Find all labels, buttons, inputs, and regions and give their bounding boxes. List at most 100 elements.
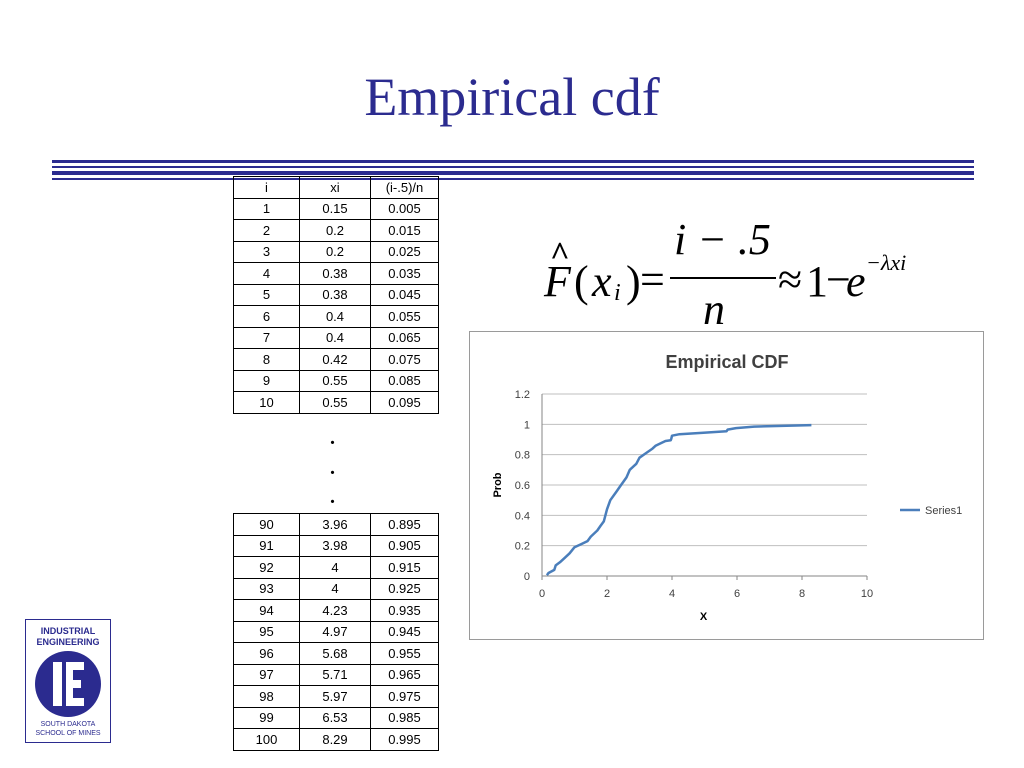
table-cell: 6 — [233, 305, 300, 328]
ellipsis-dot: . — [330, 457, 335, 479]
table-cell: 0.005 — [370, 197, 439, 220]
logo-line-4: SCHOOL OF MINES — [35, 730, 101, 737]
x-axis-label: X — [700, 611, 708, 623]
chart-canvas: Empirical CDF 0 0.2 0.4 0.6 0.8 1 1.2 0 2 4 6 8 10 X Pr… — [492, 352, 962, 623]
table-cell: 0.035 — [370, 262, 439, 285]
formula-open-paren: ( — [574, 257, 589, 306]
logo-line-1: INDUSTRIAL — [40, 626, 96, 636]
table-cell: xi — [299, 176, 371, 199]
table-row: 99 6.53 0.985 — [233, 706, 439, 729]
table-cell: 93 — [233, 577, 300, 600]
data-table-top: i xi (i-.5)/n 1 0.15 0.005 2 0.2 0.015 3 0.2 0.025 4… — [233, 176, 439, 414]
x-tick-label: 4 — [669, 588, 675, 600]
table-row: 92 4 0.915 — [233, 556, 439, 579]
table-cell: 95 — [233, 620, 300, 643]
table-cell: 0.915 — [370, 556, 439, 579]
ellipsis-dot: . — [330, 486, 335, 508]
table-cell: 0.965 — [370, 663, 439, 686]
table-cell: 0.015 — [370, 219, 439, 242]
table-row: 3 0.2 0.025 — [233, 240, 439, 263]
formula-equals: = — [640, 255, 665, 304]
x-tick-label: 10 — [861, 588, 873, 600]
chart-title: Empirical CDF — [665, 352, 788, 372]
y-tick-label: 1 — [524, 419, 530, 431]
y-tick-label: 0.4 — [515, 510, 530, 522]
ie-emblem-icon — [35, 651, 101, 717]
table-row: 97 5.71 0.965 — [233, 663, 439, 686]
formula-exponent: −λxi — [866, 250, 907, 275]
formula-close-paren: ) — [626, 257, 641, 306]
table-cell: 94 — [233, 599, 300, 622]
table-cell: 0.2 — [299, 240, 371, 263]
y-tick-label: 0 — [524, 571, 530, 583]
ecdf-chart: Empirical CDF 0 0.2 0.4 0.6 0.8 1 1.2 0 2 4 6 8 10 X Pr… — [469, 331, 984, 640]
y-axis-label: Prob — [492, 472, 504, 497]
x-tick-label: 2 — [604, 588, 610, 600]
table-cell: 90 — [233, 513, 300, 536]
table-cell: 0.045 — [370, 283, 439, 306]
table-row: 1 0.15 0.005 — [233, 197, 439, 220]
table-cell: 0.025 — [370, 240, 439, 263]
table-cell: 0.4 — [299, 305, 371, 328]
formula-fraction-bar — [670, 277, 776, 279]
logo-title: INDUSTRIAL ENGINEERING — [26, 626, 110, 648]
table-cell: 4 — [299, 577, 371, 600]
y-tick-label: 0.8 — [515, 450, 530, 462]
table-cell: 99 — [233, 706, 300, 729]
y-tick-label: 0.6 — [515, 480, 530, 492]
table-cell: 4 — [299, 556, 371, 579]
table-header-row: i xi (i-.5)/n — [233, 176, 439, 199]
title-divider-line — [52, 178, 974, 180]
table-row: 7 0.4 0.065 — [233, 326, 439, 349]
table-row: 8 0.42 0.075 — [233, 348, 439, 371]
x-tick-label: 0 — [539, 588, 545, 600]
formula-e: e — [846, 257, 866, 306]
table-cell: 97 — [233, 663, 300, 686]
title-divider-line — [52, 166, 974, 168]
table-cell: 0.38 — [299, 262, 371, 285]
table-row: 90 3.96 0.895 — [233, 513, 439, 536]
table-row: 2 0.2 0.015 — [233, 219, 439, 242]
table-cell: 96 — [233, 642, 300, 665]
table-cell: 0.955 — [370, 642, 439, 665]
table-cell: 3 — [233, 240, 300, 263]
slide-title: Empirical cdf — [364, 67, 660, 127]
table-cell: 0.2 — [299, 219, 371, 242]
table-cell: 0.945 — [370, 620, 439, 643]
table-cell: 92 — [233, 556, 300, 579]
table-cell: 10 — [233, 391, 300, 414]
table-row: 9 0.55 0.085 — [233, 369, 439, 392]
industrial-engineering-logo: INDUSTRIAL ENGINEERING SOUTH DAKOTA SCHO… — [25, 619, 111, 743]
table-cell: 6.53 — [299, 706, 371, 729]
table-cell: 1 — [233, 197, 300, 220]
table-cell: 0.55 — [299, 391, 371, 414]
table-row: 91 3.98 0.905 — [233, 534, 439, 557]
table-row: 4 0.38 0.035 — [233, 262, 439, 285]
table-cell: 4 — [233, 262, 300, 285]
logo-subtitle: SOUTH DAKOTA SCHOOL OF MINES — [26, 720, 110, 738]
logo-line-3: SOUTH DAKOTA — [40, 721, 96, 728]
table-row: 6 0.4 0.055 — [233, 305, 439, 328]
table-cell: 0.065 — [370, 326, 439, 349]
series-line — [545, 423, 812, 576]
ellipsis-dot: . — [330, 427, 335, 449]
formula-x: x — [592, 257, 612, 306]
table-row: 93 4 0.925 — [233, 577, 439, 600]
table-cell: 4.97 — [299, 620, 371, 643]
formula-F: F — [544, 257, 571, 306]
formula-one: 1 — [806, 257, 828, 306]
table-cell: 0.905 — [370, 534, 439, 557]
table-cell: 2 — [233, 219, 300, 242]
table-cell: 0.55 — [299, 369, 371, 392]
formula-numerator: i − .5 — [674, 215, 771, 264]
formula-hat: ^ — [550, 236, 570, 273]
table-cell: 100 — [233, 728, 300, 751]
table-cell: 8.29 — [299, 728, 371, 751]
x-tick-label: 8 — [799, 588, 805, 600]
table-row: 94 4.23 0.935 — [233, 599, 439, 622]
table-cell: 0.4 — [299, 326, 371, 349]
title-divider-line — [52, 160, 974, 163]
table-cell: 0.42 — [299, 348, 371, 371]
table-cell: i — [233, 176, 300, 199]
table-cell: 5.71 — [299, 663, 371, 686]
